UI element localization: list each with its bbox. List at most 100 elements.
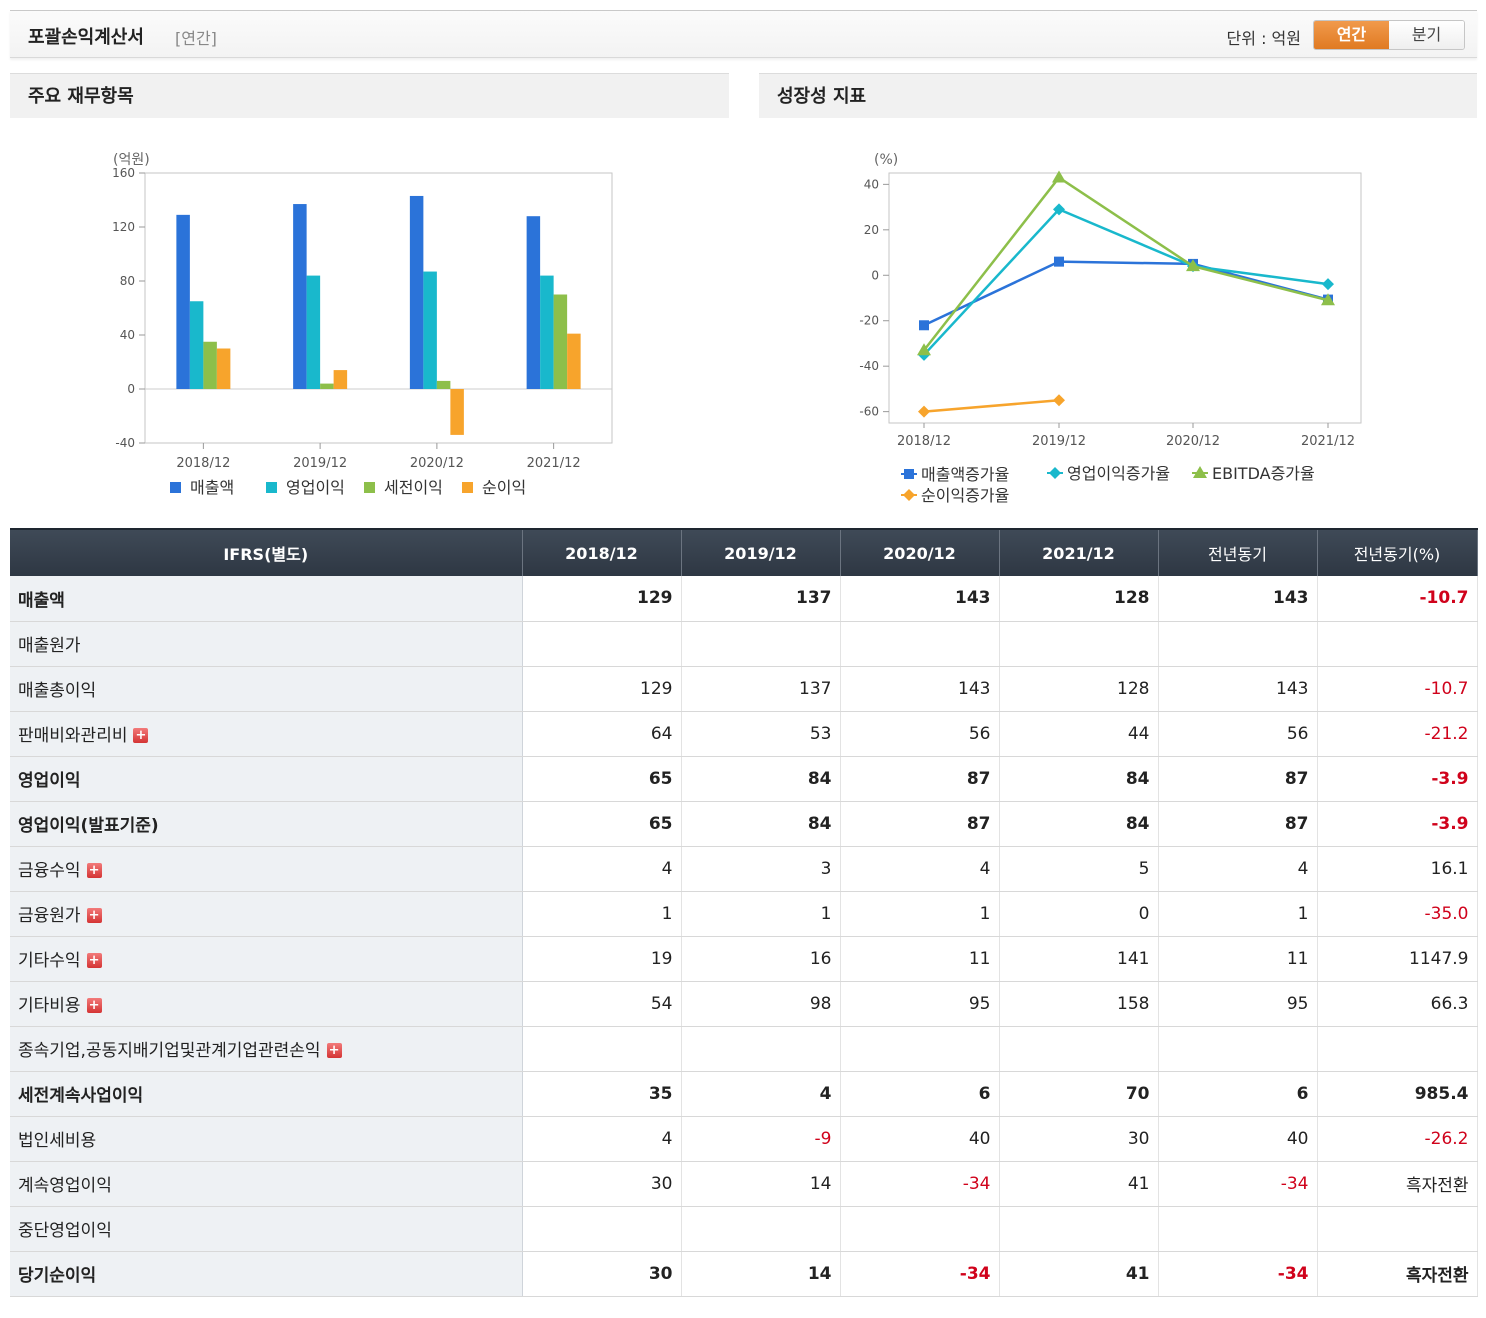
x-tick-label: 2020/12: [410, 456, 464, 471]
row-label: 금융원가 +: [10, 891, 523, 937]
table-cell: 66.3: [1317, 981, 1478, 1027]
table-cell: 56: [840, 711, 1000, 757]
bar-매출액-2019/12: [293, 204, 307, 389]
table-cell: -34: [840, 1161, 1000, 1207]
y-tick-label: 40: [864, 177, 879, 191]
row-label-text: 판매비와관리비: [18, 726, 128, 746]
y-tick-label: 20: [864, 223, 879, 237]
legend-label-세전이익: 세전이익: [384, 478, 443, 497]
column-header: 전년동기(%): [1317, 528, 1478, 576]
table-cell: 141: [999, 936, 1159, 982]
table-cell: [1158, 1026, 1318, 1072]
table-cell: 98: [681, 981, 841, 1027]
table-cell: 16: [681, 936, 841, 982]
table-cell: 41: [999, 1251, 1159, 1297]
table-cell: [522, 621, 682, 667]
table-cell: [681, 1206, 841, 1252]
row-label-text: 계속영업이익: [18, 1176, 112, 1196]
table-row: 기타비용 +54 98 95 158 95 66.3: [10, 981, 1478, 1027]
column-header: IFRS(별도): [10, 528, 523, 576]
growth-title: 성장성 지표: [759, 73, 1477, 118]
bar-세전이익-2021/12: [553, 294, 568, 389]
table-cell: [840, 1026, 1000, 1072]
table-cell: [681, 1026, 841, 1072]
table-row: 영업이익(발표기준) 65 84 87 84 87 -3.9: [10, 801, 1478, 847]
table-cell: 44: [999, 711, 1159, 757]
bar-매출액-2021/12: [526, 216, 541, 389]
expand-plus-icon[interactable]: +: [86, 908, 102, 923]
table-cell: 0: [999, 891, 1159, 937]
table-cell: 64: [522, 711, 682, 757]
table-cell: [1158, 621, 1318, 667]
legend-swatch-영업이익: [266, 482, 277, 493]
table-cell: 985.4: [1317, 1071, 1478, 1117]
line-EBITDA증가율: [923, 175, 1329, 352]
expand-plus-icon[interactable]: +: [326, 1043, 342, 1058]
table-cell: 6: [840, 1071, 1000, 1117]
y-tick-label: -60: [859, 405, 879, 419]
row-label: 기타수익 +: [10, 936, 523, 982]
table-cell: 19: [522, 936, 682, 982]
key-financials-panel: 주요 재무항목 (억원) 160 120 80 40 0 -40 2018/12 2019/12…: [10, 73, 729, 525]
legend-swatch-순이익: [462, 482, 473, 493]
x-tick-label: 2018/12: [897, 434, 951, 449]
table-cell: [840, 621, 1000, 667]
row-label-text: 영업이익: [18, 771, 81, 791]
expand-plus-icon[interactable]: +: [86, 953, 102, 968]
table-cell: 129: [522, 666, 682, 712]
table-cell: 65: [522, 756, 682, 802]
x-tick-label: 2019/12: [293, 456, 347, 471]
row-label-text: 당기순이익: [18, 1266, 97, 1286]
table-cell: -21.2: [1317, 711, 1478, 757]
row-label: 기타비용 +: [10, 981, 523, 1027]
table-cell: 5: [999, 846, 1159, 892]
table-cell: -35.0: [1317, 891, 1478, 937]
bar-세전이익-2020/12: [436, 380, 451, 389]
row-label: 종속기업,공동지배기업및관계기업관련손익 +: [10, 1026, 523, 1072]
plot-area: [888, 172, 1362, 424]
table-cell: 1: [681, 891, 841, 937]
bar-영업이익-2019/12: [306, 275, 321, 389]
table-cell: 흑자전환: [1317, 1161, 1478, 1207]
table-cell: -10.7: [1317, 576, 1478, 622]
table-cell: 95: [840, 981, 1000, 1027]
row-label: 당기순이익: [10, 1251, 523, 1297]
table-cell: [1317, 621, 1478, 667]
table-cell: [999, 1206, 1159, 1252]
row-label: 매출총이익: [10, 666, 523, 712]
line-매출액증가율: [923, 260, 1329, 327]
x-tick-label: 2019/12: [1032, 434, 1086, 449]
expand-plus-icon[interactable]: +: [86, 998, 102, 1013]
table-row: 법인세비용 4 -9 40 30 40 -26.2: [10, 1116, 1478, 1162]
table-cell: 84: [681, 756, 841, 802]
table-cell: [681, 621, 841, 667]
point-순이익증가율-2019/12: [1053, 394, 1065, 407]
table-cell: -10.7: [1317, 666, 1478, 712]
expand-plus-icon[interactable]: +: [86, 863, 102, 878]
legend-marker-EBITDA증가율: [1193, 466, 1207, 478]
x-tick-label: 2018/12: [176, 456, 230, 471]
table-cell: 11: [840, 936, 1000, 982]
table-cell: 128: [999, 576, 1159, 622]
legend-marker-매출액증가율: [904, 469, 914, 479]
column-header: 2020/12: [840, 528, 1000, 576]
tab-quarter[interactable]: 분기: [1389, 21, 1464, 49]
unit-label: 단위 : 억원: [1226, 29, 1301, 48]
table-cell: [840, 1206, 1000, 1252]
expand-plus-icon[interactable]: +: [133, 728, 149, 743]
legend-label-순이익: 순이익: [482, 478, 526, 497]
table-cell: -34: [1158, 1251, 1318, 1297]
bar-순이익-2021/12: [567, 333, 581, 389]
point-EBITDA증가율-2018/12: [917, 343, 931, 356]
row-label-text: 기타수익: [18, 951, 81, 971]
table-cell: 41: [999, 1161, 1159, 1207]
tab-annual[interactable]: 연간: [1314, 21, 1389, 49]
row-label-text: 매출액: [18, 590, 65, 611]
y-tick-label: 0: [871, 268, 879, 282]
y-axis-unit: (%): [874, 152, 898, 168]
x-tick-label: 2020/12: [1166, 434, 1220, 449]
table-cell: 54: [522, 981, 682, 1027]
period-toggle: 연간 분기: [1313, 20, 1465, 50]
y-tick-label: -40: [115, 436, 135, 450]
table-cell: -3.9: [1317, 756, 1478, 802]
